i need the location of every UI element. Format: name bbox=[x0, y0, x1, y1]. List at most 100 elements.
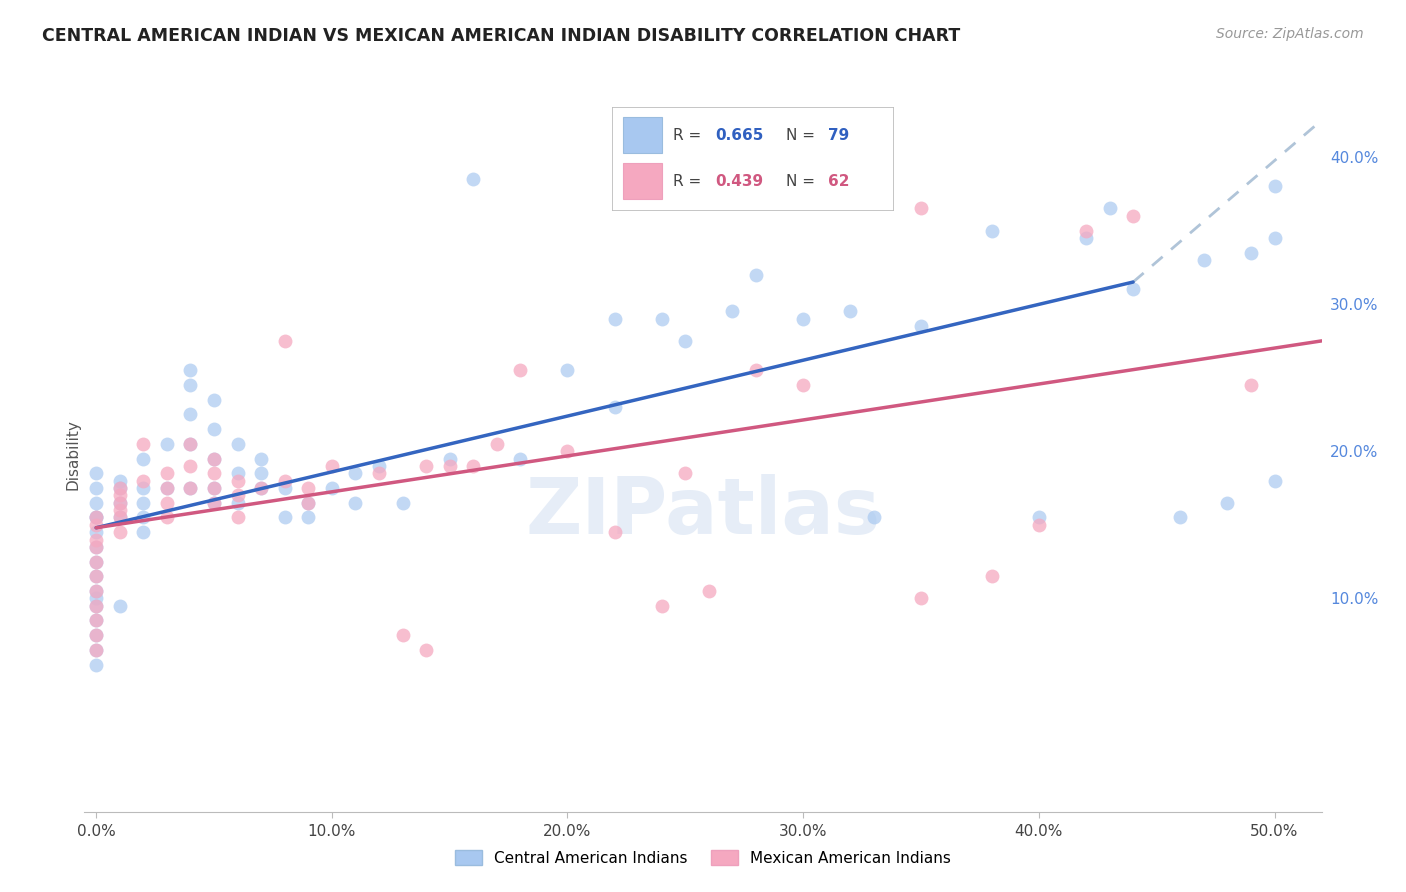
Point bbox=[226, 474, 249, 488]
Point bbox=[557, 444, 579, 458]
Point bbox=[84, 540, 107, 554]
Point bbox=[108, 481, 131, 495]
Point bbox=[156, 481, 179, 495]
Point bbox=[344, 496, 367, 510]
Point bbox=[202, 496, 225, 510]
Point bbox=[226, 467, 249, 481]
Point bbox=[179, 481, 201, 495]
Point bbox=[697, 584, 720, 599]
Point bbox=[297, 496, 319, 510]
Point bbox=[84, 591, 107, 606]
Point bbox=[202, 422, 225, 436]
Point bbox=[84, 599, 107, 613]
Point bbox=[179, 481, 201, 495]
Point bbox=[415, 458, 437, 473]
Point bbox=[1028, 510, 1050, 524]
Point bbox=[839, 304, 862, 318]
Point bbox=[202, 481, 225, 495]
Point bbox=[84, 555, 107, 569]
Point bbox=[721, 304, 744, 318]
Point bbox=[250, 481, 273, 495]
Point bbox=[250, 481, 273, 495]
Point bbox=[108, 496, 131, 510]
Point bbox=[980, 223, 1002, 237]
Text: R =: R = bbox=[673, 174, 707, 189]
Text: Source: ZipAtlas.com: Source: ZipAtlas.com bbox=[1216, 27, 1364, 41]
Point bbox=[179, 458, 201, 473]
Bar bbox=[623, 163, 662, 199]
Point bbox=[132, 481, 155, 495]
Point bbox=[439, 458, 461, 473]
Point bbox=[202, 451, 225, 466]
Point bbox=[509, 363, 531, 377]
Point bbox=[84, 481, 107, 495]
Point bbox=[603, 400, 626, 414]
Point bbox=[179, 437, 201, 451]
Point bbox=[745, 363, 768, 377]
Point bbox=[1263, 474, 1285, 488]
Text: ZIPatlas: ZIPatlas bbox=[526, 474, 880, 550]
Point bbox=[179, 378, 201, 392]
Point bbox=[485, 437, 508, 451]
Point bbox=[132, 510, 155, 524]
Point bbox=[1263, 179, 1285, 194]
Point bbox=[557, 363, 579, 377]
Point bbox=[651, 311, 673, 326]
Point bbox=[273, 510, 295, 524]
Point bbox=[910, 319, 932, 334]
Point bbox=[603, 525, 626, 540]
Point bbox=[84, 643, 107, 657]
Point bbox=[156, 481, 179, 495]
Point bbox=[84, 569, 107, 583]
Point bbox=[439, 451, 461, 466]
Point bbox=[415, 643, 437, 657]
Legend: Central American Indians, Mexican American Indians: Central American Indians, Mexican Americ… bbox=[449, 844, 957, 871]
Point bbox=[391, 496, 413, 510]
Text: N =: N = bbox=[786, 174, 820, 189]
Point bbox=[910, 591, 932, 606]
Point bbox=[202, 451, 225, 466]
Point bbox=[108, 510, 131, 524]
Point bbox=[792, 378, 814, 392]
Point bbox=[1263, 231, 1285, 245]
Text: R =: R = bbox=[673, 128, 707, 143]
Text: N =: N = bbox=[786, 128, 820, 143]
Y-axis label: Disability: Disability bbox=[66, 419, 80, 491]
Text: 62: 62 bbox=[828, 174, 849, 189]
Point bbox=[745, 268, 768, 282]
Point bbox=[84, 614, 107, 628]
Point bbox=[84, 510, 107, 524]
Point bbox=[84, 599, 107, 613]
Point bbox=[156, 467, 179, 481]
Point bbox=[132, 474, 155, 488]
Point bbox=[84, 584, 107, 599]
Point bbox=[1240, 245, 1263, 260]
Point bbox=[1168, 510, 1191, 524]
Point bbox=[673, 334, 696, 348]
Point bbox=[509, 451, 531, 466]
Point bbox=[250, 451, 273, 466]
Point bbox=[603, 311, 626, 326]
Point bbox=[273, 481, 295, 495]
Point bbox=[273, 474, 295, 488]
Point bbox=[179, 408, 201, 422]
Point bbox=[108, 481, 131, 495]
Point bbox=[132, 451, 155, 466]
Point bbox=[84, 628, 107, 642]
Point bbox=[673, 467, 696, 481]
Text: CENTRAL AMERICAN INDIAN VS MEXICAN AMERICAN INDIAN DISABILITY CORRELATION CHART: CENTRAL AMERICAN INDIAN VS MEXICAN AMERI… bbox=[42, 27, 960, 45]
Point bbox=[391, 628, 413, 642]
Point bbox=[226, 510, 249, 524]
Point bbox=[321, 481, 343, 495]
Point bbox=[132, 437, 155, 451]
Point bbox=[344, 467, 367, 481]
Point bbox=[108, 525, 131, 540]
Point bbox=[368, 458, 391, 473]
Point bbox=[108, 474, 131, 488]
Point bbox=[84, 614, 107, 628]
Point bbox=[108, 496, 131, 510]
Point bbox=[84, 517, 107, 532]
Point bbox=[226, 496, 249, 510]
Point bbox=[202, 467, 225, 481]
Point bbox=[1074, 223, 1097, 237]
